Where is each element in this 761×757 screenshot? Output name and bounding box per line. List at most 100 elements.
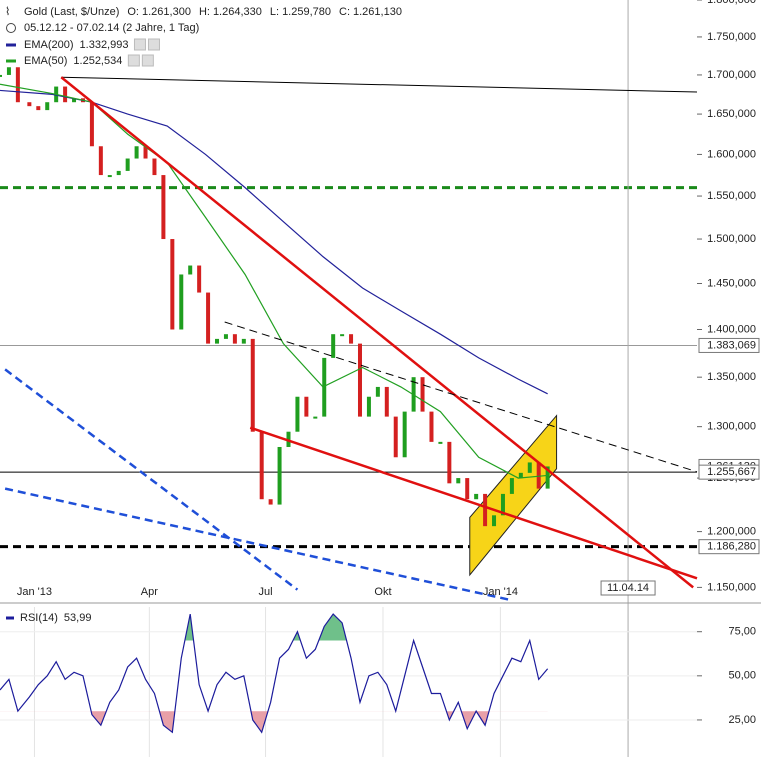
price-bar bbox=[143, 146, 148, 159]
rsi-line bbox=[0, 613, 549, 734]
x-tick-label: Jan '14 bbox=[483, 586, 518, 598]
price-bar bbox=[223, 334, 228, 339]
price-bar bbox=[277, 446, 282, 505]
price-bar bbox=[420, 377, 425, 412]
trend-line bbox=[4, 368, 299, 591]
level-tag bbox=[698, 337, 760, 353]
price-bar bbox=[527, 462, 532, 473]
price-bar bbox=[340, 334, 345, 337]
price-bar bbox=[518, 472, 523, 479]
rsi-band-fill bbox=[184, 614, 347, 641]
settings-icon bbox=[127, 54, 140, 67]
trend-line bbox=[249, 426, 698, 580]
trend-line bbox=[61, 76, 698, 93]
quote-key: O: bbox=[127, 6, 139, 18]
price-bar bbox=[241, 338, 246, 344]
price-bar bbox=[134, 146, 139, 159]
price-bar bbox=[492, 515, 497, 527]
price-bar bbox=[125, 158, 130, 171]
legend-value: 53,99 bbox=[64, 612, 92, 624]
legend-name: EMA(50) bbox=[24, 55, 67, 67]
level-label: 1.383,069 bbox=[707, 339, 756, 351]
price-bar bbox=[474, 493, 479, 500]
x-tick-label: Jan '13 bbox=[17, 586, 52, 598]
y-tick-label: 1.450,000 bbox=[707, 277, 756, 289]
y-tick-label: 25,00 bbox=[728, 714, 756, 726]
date-marker-tag bbox=[600, 580, 656, 596]
price-bar bbox=[152, 158, 157, 176]
level-tag bbox=[698, 539, 760, 555]
price-bar bbox=[447, 441, 452, 484]
quote-key: L: bbox=[270, 6, 279, 18]
level-tag bbox=[698, 464, 760, 480]
price-bar bbox=[295, 396, 300, 432]
quote-value: 1.259,780 bbox=[282, 6, 331, 18]
y-tick-label: 1.400,000 bbox=[707, 323, 756, 335]
y-tick-label: 1.700,000 bbox=[707, 69, 756, 81]
price-bar bbox=[170, 239, 175, 330]
legend-name: EMA(200) bbox=[24, 39, 74, 51]
x-tick-label: Apr bbox=[141, 586, 158, 598]
y-tick-label: 1.150,000 bbox=[707, 581, 756, 593]
price-bar bbox=[107, 175, 112, 178]
price-bar bbox=[357, 343, 362, 417]
price-bar bbox=[36, 106, 41, 111]
quote-key: H: bbox=[199, 6, 210, 18]
price-bar bbox=[27, 102, 32, 107]
y-tick-label: 1.500,000 bbox=[707, 233, 756, 245]
quote-value: 1.264,330 bbox=[213, 6, 262, 18]
quote-value: 1.261,300 bbox=[142, 6, 191, 18]
y-tick-label: 1.750,000 bbox=[707, 31, 756, 43]
date-range: 05.12.12 - 07.02.14 (2 Jahre, 1 Tag) bbox=[24, 22, 199, 34]
settings-icon bbox=[147, 38, 160, 51]
quote-value: 1.261,130 bbox=[353, 6, 402, 18]
price-bar bbox=[500, 493, 505, 516]
price-bar bbox=[232, 334, 237, 344]
price-bar bbox=[536, 462, 541, 489]
price-bar bbox=[366, 396, 371, 417]
channel bbox=[469, 414, 558, 577]
price-bar bbox=[188, 265, 193, 275]
price-bar bbox=[197, 265, 202, 293]
price-bar bbox=[161, 175, 166, 240]
price-bar bbox=[465, 478, 470, 500]
price-bar bbox=[250, 338, 255, 432]
ema-line bbox=[0, 89, 548, 395]
price-bar bbox=[72, 98, 77, 103]
price-bar bbox=[545, 466, 550, 489]
price-bar bbox=[179, 274, 184, 330]
x-tick-label: Okt bbox=[374, 586, 391, 598]
price-bar bbox=[98, 146, 103, 176]
price-bar bbox=[429, 411, 434, 442]
level-label: 1.186,280 bbox=[707, 541, 756, 553]
price-bar bbox=[483, 493, 488, 527]
date-marker-label: 11.04.14 bbox=[607, 582, 649, 594]
legend-name: RSI(14) bbox=[20, 612, 58, 624]
clock-icon bbox=[6, 23, 16, 33]
y-tick-label: 1.300,000 bbox=[707, 421, 756, 433]
level-label: 1.255,667 bbox=[707, 466, 756, 478]
y-tick-label: 50,00 bbox=[728, 670, 756, 682]
price-bar bbox=[304, 396, 309, 417]
price-bar bbox=[313, 416, 318, 419]
price-bar bbox=[438, 441, 443, 444]
price-bar bbox=[89, 102, 94, 147]
settings-icon bbox=[133, 38, 146, 51]
price-bar bbox=[45, 102, 50, 111]
settings-icon bbox=[141, 54, 154, 67]
trend-line bbox=[224, 321, 698, 473]
price-bar bbox=[322, 357, 327, 417]
instrument-name: Gold (Last, $/Unze) bbox=[24, 6, 119, 18]
y-tick-label: 1.650,000 bbox=[707, 108, 756, 120]
price-bar bbox=[331, 334, 336, 358]
trend-line bbox=[4, 487, 511, 602]
price-bar bbox=[375, 386, 380, 397]
y-tick-label: 75,00 bbox=[728, 626, 756, 638]
legend-value: 1.332,993 bbox=[80, 39, 129, 51]
legend-value: 1.252,534 bbox=[73, 55, 122, 67]
y-tick-label: 1.800,000 bbox=[707, 0, 756, 6]
price-bar bbox=[63, 86, 68, 103]
header-icon: ⌇ bbox=[5, 6, 10, 18]
ema-line bbox=[0, 83, 548, 479]
price-bar bbox=[259, 431, 264, 500]
